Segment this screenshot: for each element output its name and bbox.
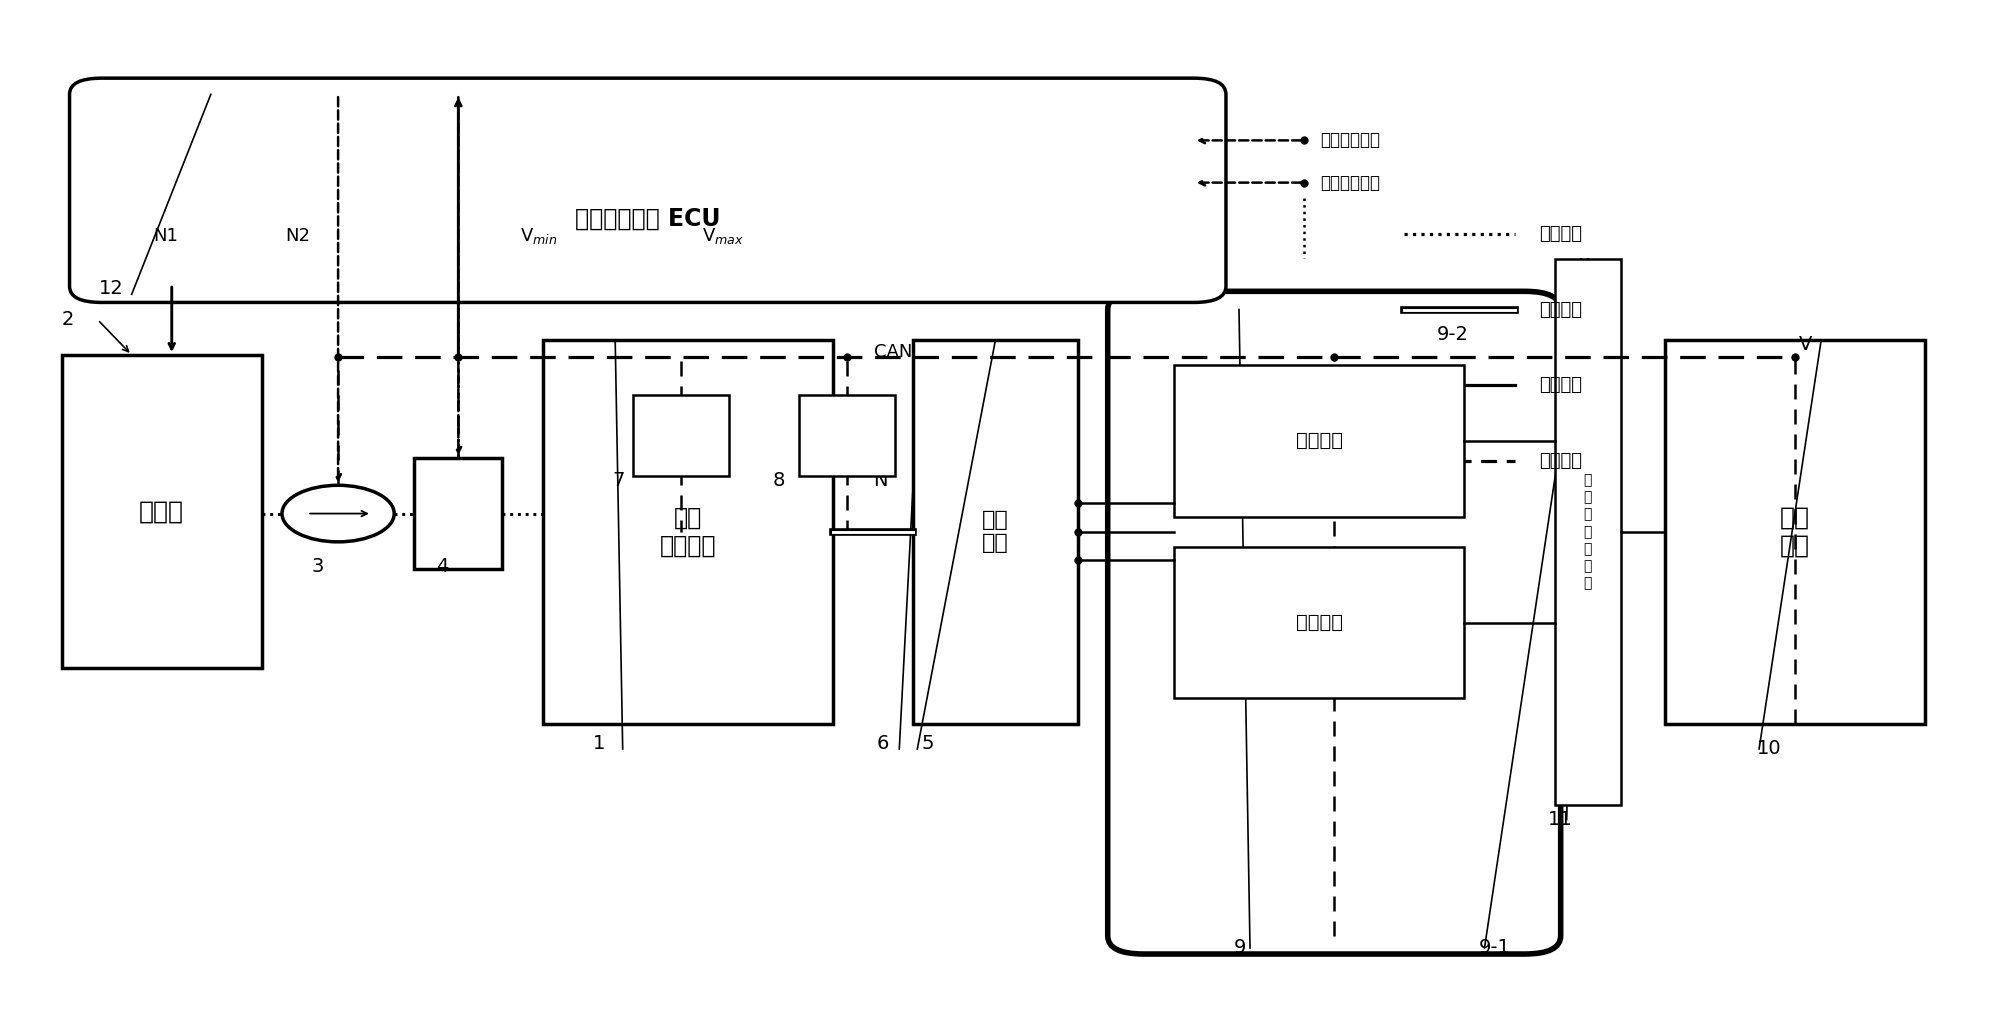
Text: 4: 4 — [436, 557, 448, 576]
Bar — [1666, 339, 1925, 723]
Bar — [1174, 547, 1465, 698]
Text: 功率调节信号: 功率调节信号 — [1321, 132, 1381, 149]
Text: 启动电路: 启动电路 — [1297, 432, 1343, 451]
Bar — [413, 458, 502, 569]
Text: 12: 12 — [98, 280, 124, 299]
Text: 8: 8 — [773, 471, 785, 490]
Text: 机械连接: 机械连接 — [1539, 301, 1582, 318]
Text: V: V — [1798, 335, 1812, 354]
Bar — [542, 339, 833, 723]
Text: CAN: CAN — [875, 343, 913, 361]
Text: 电
池
充
放
电
装
置: 电 池 充 放 电 装 置 — [1584, 473, 1592, 591]
Text: 电子控制单元 ECU: 电子控制单元 ECU — [574, 207, 721, 231]
Text: 功率转换单元
PCU: 功率转换单元 PCU — [1303, 378, 1367, 417]
Text: 6: 6 — [877, 734, 889, 753]
Text: N1: N1 — [153, 227, 179, 245]
Text: T: T — [674, 426, 688, 446]
Text: R: R — [839, 426, 855, 446]
Text: 9-2: 9-2 — [1437, 325, 1469, 343]
Text: 燃料通路: 燃料通路 — [1539, 225, 1582, 243]
Bar — [62, 355, 263, 669]
Bar — [1174, 365, 1465, 517]
Text: 5: 5 — [921, 734, 933, 753]
Text: 11: 11 — [1547, 809, 1573, 829]
Text: V$_{min}$: V$_{min}$ — [520, 226, 558, 246]
Text: 7: 7 — [612, 471, 624, 490]
Text: 电力线路: 电力线路 — [1539, 376, 1582, 394]
Text: 9: 9 — [1234, 938, 1246, 957]
Text: 信号线路: 信号线路 — [1539, 452, 1582, 470]
Text: 驱动模式信号: 驱动模式信号 — [1321, 173, 1381, 191]
Text: 2: 2 — [62, 310, 74, 328]
Text: 1: 1 — [592, 734, 604, 753]
Text: 充电电路: 充电电路 — [1297, 613, 1343, 632]
Text: 动力
电池: 动力 电池 — [1780, 505, 1810, 557]
Text: N2: N2 — [285, 227, 311, 245]
FancyBboxPatch shape — [1108, 292, 1561, 954]
Circle shape — [281, 485, 393, 542]
Bar — [632, 395, 729, 476]
Bar — [913, 339, 1078, 723]
Text: 3: 3 — [311, 557, 325, 576]
Text: V$_{max}$: V$_{max}$ — [702, 226, 745, 246]
Text: 微型
燃气轮机: 微型 燃气轮机 — [660, 505, 716, 557]
Text: 10: 10 — [1756, 739, 1782, 758]
Text: 燃料箱: 燃料箱 — [138, 499, 185, 524]
Bar — [1555, 259, 1622, 804]
Text: 9-1: 9-1 — [1479, 938, 1511, 957]
Text: N: N — [873, 471, 887, 490]
Bar — [799, 395, 895, 476]
Text: 高速
电机: 高速 电机 — [981, 511, 1010, 553]
FancyBboxPatch shape — [70, 78, 1226, 303]
